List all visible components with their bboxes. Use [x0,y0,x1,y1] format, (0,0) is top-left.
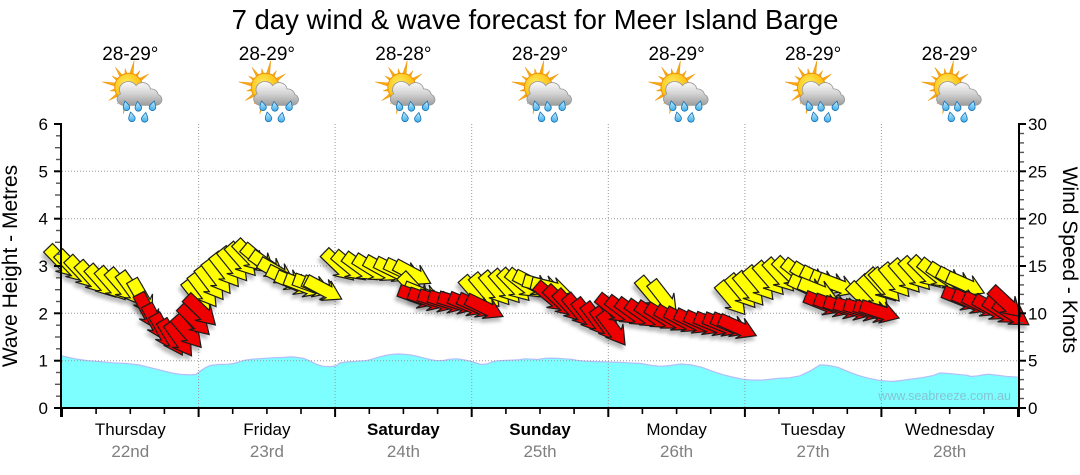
svg-text:28-29°: 28-29° [648,44,704,65]
svg-text:Monday: Monday [646,420,707,439]
svg-text:Wind Speed - Knots: Wind Speed - Knots [1058,167,1080,354]
svg-text:4: 4 [39,210,48,229]
svg-text:Sunday: Sunday [509,420,571,439]
svg-text:www.seabreeze.com.au: www.seabreeze.com.au [877,389,1011,403]
svg-text:Tuesday: Tuesday [781,420,846,439]
svg-text:28-29°: 28-29° [239,44,295,65]
svg-text:0: 0 [39,399,48,418]
svg-text:25: 25 [1028,162,1047,181]
svg-text:Friday: Friday [243,420,291,439]
svg-text:0: 0 [1028,399,1037,418]
svg-text:Thursday: Thursday [95,420,166,439]
svg-text:6: 6 [39,115,48,134]
svg-text:7 day wind & wave forecast for: 7 day wind & wave forecast for Meer Isla… [232,4,839,35]
svg-text:22nd: 22nd [111,442,149,461]
svg-text:30: 30 [1028,115,1047,134]
svg-text:Wednesday: Wednesday [905,420,995,439]
svg-text:2: 2 [39,304,48,323]
svg-text:10: 10 [1028,304,1047,323]
svg-text:15: 15 [1028,257,1047,276]
svg-text:5: 5 [1028,352,1037,371]
svg-text:24th: 24th [387,442,420,461]
svg-text:1: 1 [39,352,48,371]
svg-text:5: 5 [39,162,48,181]
svg-text:28-29°: 28-29° [102,44,158,65]
svg-text:28-29°: 28-29° [512,44,568,65]
svg-text:28-29°: 28-29° [922,44,978,65]
svg-text:25th: 25th [523,442,556,461]
svg-text:26th: 26th [660,442,693,461]
svg-text:28-28°: 28-28° [375,44,431,65]
svg-text:28-29°: 28-29° [785,44,841,65]
svg-text:23rd: 23rd [250,442,284,461]
svg-text:28th: 28th [933,442,966,461]
svg-text:27th: 27th [797,442,830,461]
svg-text:3: 3 [39,257,48,276]
svg-text:Wave Height - Metres: Wave Height - Metres [0,165,22,367]
svg-text:Saturday: Saturday [367,420,440,439]
svg-text:20: 20 [1028,210,1047,229]
